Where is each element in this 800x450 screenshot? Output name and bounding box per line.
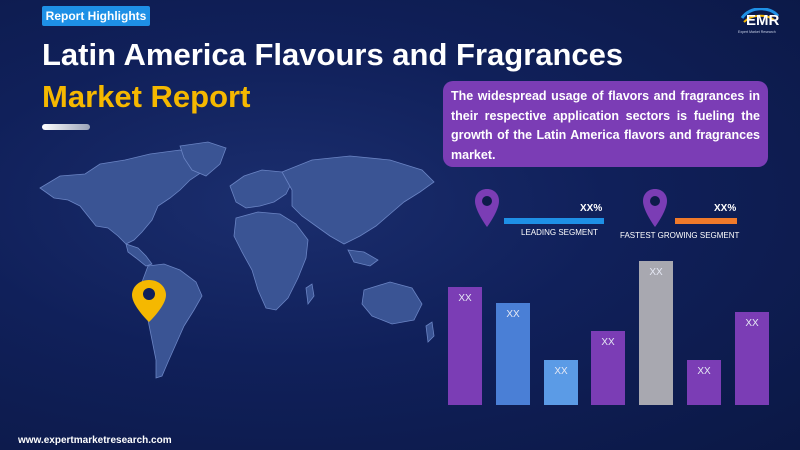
- logo-subtitle: Expert Market Research: [738, 30, 776, 34]
- logo-swoosh-icon: [740, 8, 780, 23]
- leading-segment-label: LEADING SEGMENT: [521, 228, 598, 237]
- chart-bar-label: XX: [506, 309, 520, 320]
- chart-bar-label: XX: [745, 318, 759, 329]
- title-underline: [42, 124, 90, 130]
- chart-bar: XX: [544, 360, 578, 405]
- madagascar-shape: [305, 283, 315, 306]
- fastest-segment-line: [675, 218, 737, 224]
- report-title-line2: Market Report: [42, 79, 251, 114]
- chart-bar-label: XX: [601, 337, 615, 348]
- africa-shape: [233, 211, 309, 311]
- chart-bar: XX: [496, 303, 530, 405]
- chart-bar-label: XX: [649, 267, 663, 278]
- southeast-asia-shape: [347, 249, 379, 267]
- leading-segment-pin-icon: [475, 189, 499, 227]
- location-pin-icon: [132, 280, 166, 322]
- report-highlights-badge: Report Highlights: [42, 6, 150, 26]
- chart-bar: XX: [687, 360, 721, 405]
- europe-shape: [229, 169, 293, 209]
- north-america-shape: [39, 149, 206, 245]
- chart-bar-label: XX: [458, 293, 472, 304]
- chart-bar-label: XX: [554, 366, 568, 377]
- central-america-shape: [125, 243, 153, 267]
- chart-bar: XX: [735, 312, 769, 405]
- report-title-line1: Latin America Flavours and Fragrances: [42, 37, 624, 72]
- chart-bar-label: XX: [697, 366, 711, 377]
- chart-bar: XX: [639, 261, 673, 405]
- chart-bar: XX: [448, 287, 482, 405]
- leading-segment-line: [504, 218, 604, 224]
- emr-logo: EMR Expert Market Research: [736, 8, 782, 40]
- website-footer: www.expertmarketresearch.com: [18, 435, 172, 446]
- world-map: [39, 141, 435, 379]
- logo-text: EMR: [746, 12, 780, 29]
- australia-shape: [361, 281, 423, 325]
- fastest-segment-pin-icon: [643, 189, 667, 227]
- chart-bar: XX: [591, 331, 625, 405]
- fastest-segment-label: FASTEST GROWING SEGMENT: [620, 231, 740, 240]
- greenland-shape: [179, 141, 227, 177]
- new-zealand-shape: [425, 321, 435, 343]
- fastest-segment-value: XX%: [714, 203, 737, 214]
- leading-segment-value: XX%: [580, 203, 603, 214]
- asia-shape: [281, 155, 435, 245]
- market-summary-callout: The widespread usage of flavors and frag…: [443, 81, 768, 167]
